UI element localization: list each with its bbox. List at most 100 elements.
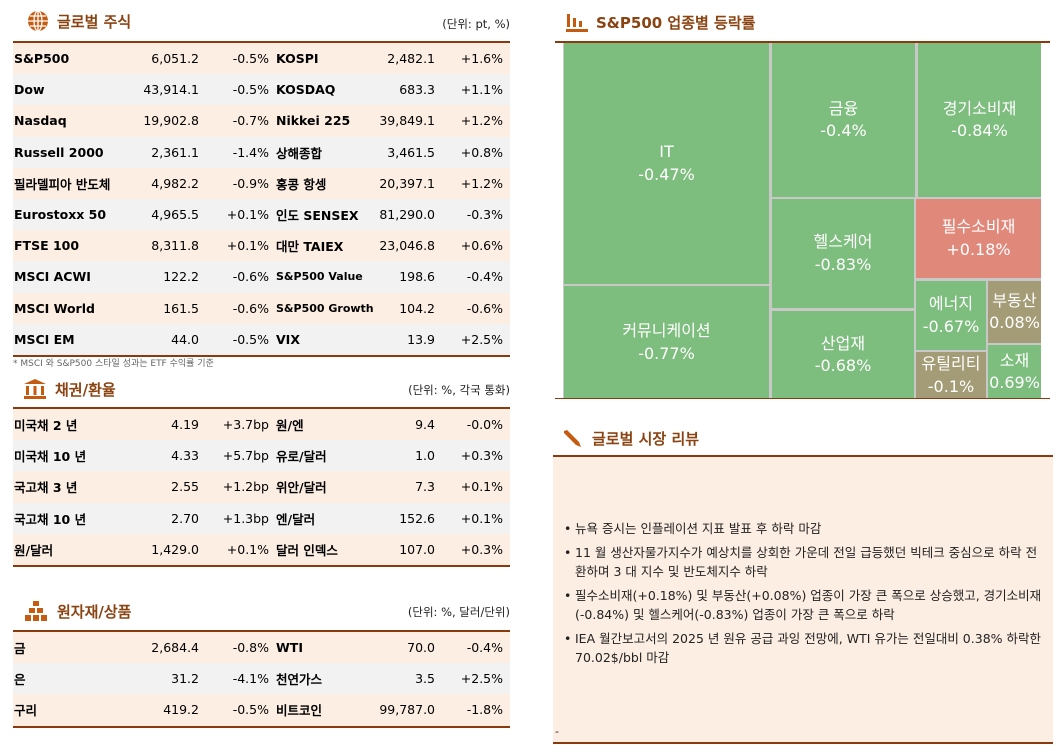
name-cell: 천연가스 — [276, 672, 323, 688]
name-cell: 대만 TAIEX — [276, 239, 344, 255]
table-row: MSCI World 161.5 -0.6% S&P500 Growth 104.2 -0… — [13, 292, 510, 324]
name-cell: 홍콩 항셍 — [276, 176, 327, 192]
value-cell: 81,290.0 — [379, 207, 435, 223]
change-cell: +0.1% — [226, 541, 269, 557]
change-cell: -0.5% — [232, 82, 269, 98]
change-cell: +0.1% — [460, 510, 503, 526]
review-divider — [553, 455, 1053, 457]
name-cell: 국고채 3 년 — [14, 480, 78, 496]
sector-value: -0.83% — [814, 254, 872, 274]
value-cell: 107.0 — [399, 541, 435, 557]
sector-treemap: IT -0.47% 커뮤니케이션 -0.77% 금융 -0.4% 경기소비재 -0.84% 헬스… — [563, 43, 1041, 399]
name-cell: 원/엔 — [276, 418, 304, 434]
value-cell: 20,397.1 — [379, 175, 435, 191]
table-row: 원/달러 1,429.0 +0.1% 달러 인덱스 107.0 +0.3% — [13, 533, 510, 565]
change-cell: +2.5% — [460, 331, 503, 347]
change-cell: -0.4% — [466, 640, 503, 656]
change-cell: -0.3% — [466, 207, 503, 223]
value-cell: 2,482.1 — [387, 51, 435, 67]
bonds-unit: (단위: %, 각국 통화) — [408, 383, 510, 397]
value-cell: 2.55 — [171, 479, 199, 495]
name-cell: 금 — [14, 641, 26, 657]
name-cell: 국고채 10 년 — [14, 511, 87, 527]
value-cell: 3.5 — [415, 671, 435, 687]
name-cell: MSCI ACWI — [14, 269, 91, 285]
name-cell: 미국채 2 년 — [14, 418, 78, 434]
value-cell: 1.0 — [415, 448, 435, 464]
change-cell: -0.5% — [232, 51, 269, 67]
name-cell: KOSDAQ — [276, 82, 336, 98]
value-cell: 31.2 — [171, 671, 199, 687]
change-cell: +0.3% — [460, 541, 503, 557]
table-row: 미국채 10 년 4.33 +5.7bp 유로/달러 1.0 +0.3% — [13, 440, 510, 472]
treemap-header: S&P500 업종별 등락률 — [566, 12, 755, 33]
value-cell: 4,965.5 — [151, 207, 199, 223]
treemap-cell: 소재 0.69% — [988, 345, 1041, 399]
name-cell: 달러 인덱스 — [276, 542, 338, 558]
value-cell: 1,429.0 — [151, 541, 199, 557]
equity-unit: (단위: pt, %) — [442, 17, 510, 31]
sector-name: 유틸리티 — [921, 354, 981, 374]
treemap-title: S&P500 업종별 등락률 — [596, 14, 756, 32]
name-cell: S&P500 Growth — [276, 301, 374, 315]
table-row: 구리 419.2 -0.5% 비트코인 99,787.0 -1.8% — [13, 694, 510, 726]
name-cell: 인도 SENSEX — [276, 208, 359, 224]
name-cell: S&P500 — [14, 51, 70, 67]
equity-header: 글로벌 주식 — [27, 10, 131, 32]
name-cell: VIX — [276, 331, 300, 347]
value-cell: 13.9 — [407, 331, 435, 347]
value-cell: 44.0 — [171, 331, 199, 347]
sector-name: 산업재 — [820, 333, 866, 353]
name-cell: Nasdaq — [14, 113, 67, 129]
value-cell: 9.4 — [415, 417, 435, 433]
treemap-cell: IT -0.47% — [564, 43, 769, 284]
change-cell: -4.1% — [232, 671, 269, 687]
change-cell: -1.8% — [466, 702, 503, 718]
bonds-title: 채권/환율 — [55, 380, 116, 399]
table-row: MSCI ACWI 122.2 -0.6% S&P500 Value 198.6 -0.4… — [13, 261, 510, 293]
name-cell: 위안/달러 — [276, 480, 327, 496]
equity-title: 글로벌 주식 — [57, 12, 132, 31]
treemap-cell: 에너지 -0.67% — [916, 281, 986, 350]
globe-icon — [28, 10, 48, 32]
change-cell: +1.1% — [460, 82, 503, 98]
value-cell: 39,849.1 — [379, 113, 435, 129]
change-cell: -0.7% — [232, 113, 269, 129]
table-row: 국고채 3 년 2.55 +1.2bp 위안/달러 7.3 +0.1% — [13, 471, 510, 503]
change-cell: +0.8% — [460, 144, 503, 160]
sector-name: 필수소비재 — [941, 217, 1016, 237]
sector-value: -0.84% — [951, 121, 1008, 140]
sector-name: 커뮤니케이션 — [622, 321, 711, 341]
treemap-divider — [555, 41, 1050, 43]
name-cell: 엔/달러 — [276, 511, 316, 527]
treemap-cell: 산업재 -0.68% — [772, 311, 914, 399]
value-cell: 3,461.5 — [387, 144, 435, 160]
value-cell: 4.33 — [171, 448, 199, 464]
pen-icon — [564, 429, 581, 447]
commodities-header: 원자재/상품 — [23, 600, 131, 622]
bank-icon — [24, 379, 46, 399]
value-cell: 683.3 — [399, 82, 435, 98]
value-cell: 198.6 — [399, 269, 435, 285]
treemap-cell: 커뮤니케이션 -0.77% — [564, 286, 769, 399]
name-cell: 비트코인 — [276, 703, 323, 719]
value-cell: 4,982.2 — [151, 175, 199, 191]
change-cell: +1.3bp — [222, 510, 269, 526]
equity-table: S&P500 6,051.2 -0.5% KOSPI 2,482.1 +1.6% Dow 43… — [13, 41, 510, 357]
treemap-cell: 유틸리티 -0.1% — [916, 352, 986, 399]
change-cell: -0.9% — [232, 175, 269, 191]
sector-value: -0.4% — [820, 121, 867, 140]
name-cell: 상해종합 — [276, 145, 323, 161]
sector-value: -0.47% — [638, 164, 695, 184]
change-cell: +3.7bp — [222, 417, 269, 433]
treemap-cell: 경기소비재 -0.84% — [918, 43, 1041, 197]
review-title: 글로벌 시장 리뷰 — [592, 430, 700, 448]
table-row: 필라델피아 반도체 4,982.2 -0.9% 홍콩 항셍 20,397.1 +1.2% — [13, 167, 510, 199]
sector-value: -0.77% — [638, 343, 695, 363]
value-cell: 99,787.0 — [379, 702, 435, 718]
change-cell: -0.8% — [232, 640, 269, 656]
sector-value: 0.69% — [989, 373, 1040, 392]
treemap-bottom-divider — [555, 398, 1050, 399]
change-cell: +1.2% — [460, 113, 503, 129]
name-cell: Nikkei 225 — [276, 113, 351, 129]
